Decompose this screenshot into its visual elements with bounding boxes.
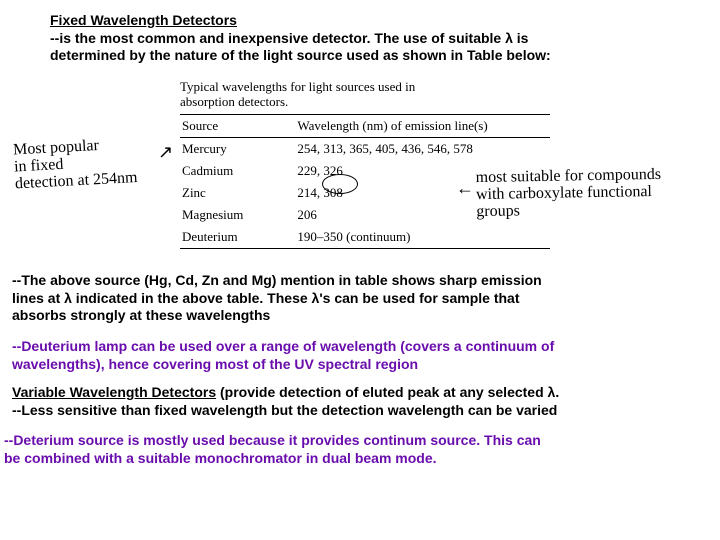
arrow-right-icon: ← [456,178,474,199]
table-caption: Typical wavelengths for light sources us… [180,80,550,110]
annotation-right: most suitable for compounds with carboxy… [476,166,717,221]
p4-rest: (provide detection of eluted peak at any… [216,384,559,400]
table-caption-l1: Typical wavelengths for light sources us… [180,79,415,94]
p4-line1: Variable Wavelength Detectors (provide d… [12,384,718,402]
variable-detectors-heading: Variable Wavelength Detectors [12,384,216,400]
cell-source: Mercury [180,138,295,160]
intro-line-2: determined by the nature of the light so… [50,47,670,65]
table-header-row: Source Wavelength (nm) of emission line(… [180,115,550,137]
wavelength-table: Typical wavelengths for light sources us… [180,80,550,249]
table-row: Mercury 254, 313, 365, 405, 436, 546, 57… [180,138,550,160]
annotation-right-l3: groups [476,202,520,220]
cell-source: Deuterium [180,226,295,248]
p3-line2: wavelengths), hence covering most of the… [12,356,712,374]
p3-line1: --Deuterium lamp can be used over a rang… [12,338,712,356]
heading-title: Fixed Wavelength Detectors [50,12,670,30]
cell-source: Magnesium [180,204,295,226]
arrow-left-icon: ↗ [158,142,173,163]
circle-annotation [322,174,358,194]
cell-source: Cadmium [180,160,295,182]
p4-line2: --Less sensitive than fixed wavelength b… [12,402,718,420]
table-row: Deuterium 190–350 (continuum) [180,226,550,248]
p5-line2: be combined with a suitable monochromato… [4,450,714,468]
table-rule-bottom [180,248,550,249]
col-header-wavelength: Wavelength (nm) of emission line(s) [295,115,550,137]
cell-wavelength: 254, 313, 365, 405, 436, 546, 578 [295,138,550,160]
p5-line1: --Deterium source is mostly used because… [4,432,714,450]
p2-line3: absorbs strongly at these wavelengths [12,307,712,325]
annotation-right-l2: with carboxylate functional [476,183,652,203]
intro-line-1: --is the most common and inexpensive det… [50,30,670,48]
cell-wavelength: 190–350 (continuum) [295,226,550,248]
col-header-source: Source [180,115,295,137]
p2-line2: lines at λ indicated in the above table.… [12,290,712,308]
p2-line1: --The above source (Hg, Cd, Zn and Mg) m… [12,272,712,290]
table-caption-l2: absorption detectors. [180,94,288,109]
cell-source: Zinc [180,182,295,204]
